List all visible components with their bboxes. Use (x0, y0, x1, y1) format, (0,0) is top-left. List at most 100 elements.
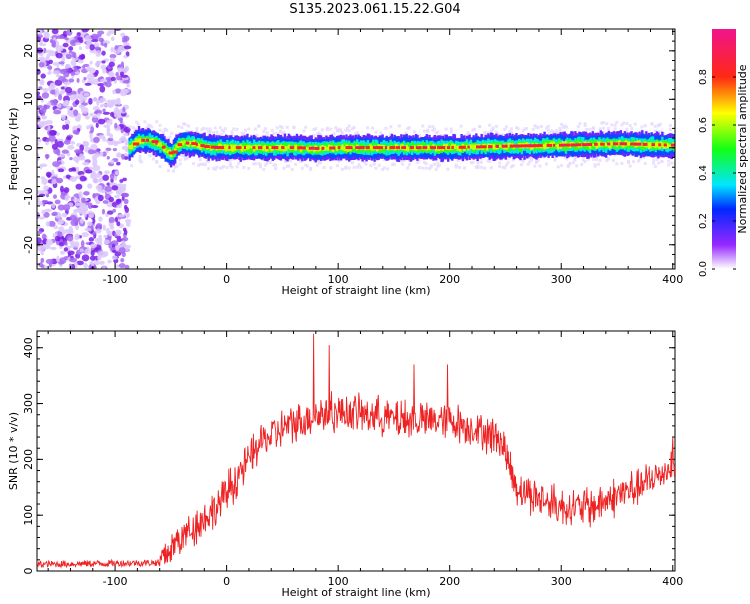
noise-cell (58, 61, 65, 65)
colorbar-tick-label: 0.6 (698, 117, 709, 133)
halo-cell (289, 159, 293, 163)
ridge-peak (275, 146, 279, 150)
noise-cell (97, 112, 101, 117)
noise-cell (61, 68, 68, 73)
noise-cell (58, 241, 65, 247)
noise-cell (115, 245, 119, 252)
halo-cell (262, 129, 266, 133)
noise-cell (84, 35, 92, 43)
ridge-cell (661, 145, 664, 147)
halo-cell (285, 164, 289, 168)
halo-cell (511, 158, 515, 162)
halo-cell (454, 163, 458, 167)
ridge-cell (493, 145, 497, 150)
halo-cell (242, 165, 246, 169)
halo-cell (555, 129, 559, 133)
noise-cell (98, 234, 103, 241)
halo-cell (145, 126, 149, 130)
halo-cell (591, 157, 595, 161)
ridge-cell (327, 144, 331, 150)
halo-cell (561, 125, 565, 129)
snr-xtick-label: 300 (551, 575, 572, 588)
ridge-peak (300, 146, 306, 150)
noise-cell (110, 159, 115, 164)
noise-cell (86, 125, 90, 130)
ridge-cell (208, 146, 212, 148)
ridge-peak (191, 142, 197, 146)
noise-cell (89, 255, 96, 261)
halo-cell (530, 158, 533, 162)
noise-cell (51, 40, 57, 47)
halo-cell (565, 125, 569, 129)
noise-cell (70, 242, 76, 248)
halo-cell (583, 122, 587, 126)
noise-cell (97, 83, 105, 87)
noise-cell (61, 55, 66, 63)
halo-cell (252, 162, 256, 166)
colorbar-tick-label: 0.2 (698, 213, 709, 229)
noise-cell (94, 61, 101, 67)
spectrogram-xtick-label: -100 (103, 273, 128, 286)
ridge-cell (266, 146, 269, 152)
halo-cell (294, 162, 298, 166)
noise-cell (68, 225, 74, 233)
noise-cell (37, 91, 41, 96)
noise-cell (108, 61, 115, 67)
noise-cell (85, 44, 90, 50)
halo-cell (404, 131, 408, 135)
noise-cell (92, 218, 96, 224)
ridge-cell (591, 143, 594, 146)
halo-cell (146, 123, 150, 127)
halo-cell (213, 126, 217, 130)
halo-cell (509, 165, 513, 169)
halo-cell (578, 122, 582, 126)
ridge-peak (663, 143, 667, 147)
halo-cell (218, 126, 222, 130)
noise-cell (76, 78, 80, 84)
ridge-cell (598, 141, 601, 148)
noise-cell (75, 183, 83, 190)
halo-cell (182, 154, 185, 158)
noise-cell (48, 220, 56, 227)
ridge-cell (318, 147, 321, 152)
ridge-cell (267, 146, 271, 148)
halo-cell (658, 130, 662, 134)
spectrogram-ytick-label: -20 (22, 236, 35, 254)
halo-cell (227, 158, 231, 162)
halo-cell (560, 122, 564, 126)
noise-cell (64, 37, 69, 41)
noise-cell (99, 85, 106, 93)
noise-cell (91, 205, 99, 209)
ridge-cell (283, 146, 287, 148)
noise-cell (91, 39, 99, 43)
ridge-cell (293, 148, 296, 150)
noise-cell (83, 211, 87, 218)
halo-cell (337, 159, 341, 163)
noise-cell (83, 76, 87, 81)
ridge-cell (473, 144, 477, 149)
noise-cell (71, 51, 76, 58)
ridge-cell (449, 143, 453, 153)
ridge-cell (437, 147, 441, 152)
halo-cell (456, 158, 460, 162)
halo-cell (182, 122, 185, 126)
ridge-peak (576, 143, 582, 147)
halo-cell (230, 165, 234, 169)
ridge-cell (287, 144, 291, 149)
ridge-peak (570, 143, 578, 147)
halo-cell (486, 159, 490, 163)
snr-xtick-label: -100 (103, 575, 128, 588)
noise-cell (106, 210, 114, 215)
noise-cell (126, 83, 131, 88)
halo-cell (421, 124, 425, 128)
noise-cell (103, 124, 111, 128)
halo-cell (230, 133, 234, 137)
halo-cell (429, 164, 433, 168)
noise-cell (43, 211, 50, 218)
halo-cell (195, 129, 199, 133)
ridge-cell (495, 146, 498, 150)
noise-cell (57, 94, 63, 101)
halo-cell (235, 165, 239, 169)
noise-cell (98, 177, 102, 183)
